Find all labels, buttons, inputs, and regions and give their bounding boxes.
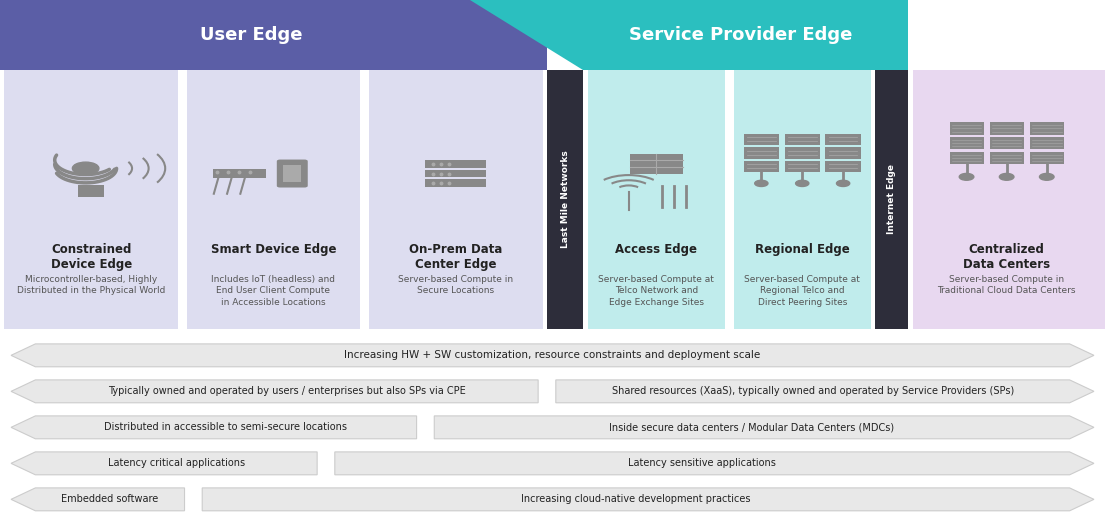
Polygon shape: [11, 380, 538, 403]
FancyBboxPatch shape: [276, 160, 307, 188]
Text: Includes IoT (headless) and
End User Client Compute
in Accessible Locations: Includes IoT (headless) and End User Cli…: [211, 275, 336, 307]
Polygon shape: [434, 416, 1094, 439]
Text: Last Mile Networks: Last Mile Networks: [560, 151, 570, 248]
Text: Server-based Compute in
Traditional Cloud Data Centers: Server-based Compute in Traditional Clou…: [937, 275, 1076, 295]
FancyBboxPatch shape: [949, 122, 983, 135]
FancyBboxPatch shape: [734, 70, 871, 329]
FancyBboxPatch shape: [1030, 137, 1064, 150]
FancyBboxPatch shape: [875, 70, 908, 329]
Text: Embedded software: Embedded software: [61, 494, 159, 505]
FancyBboxPatch shape: [588, 70, 725, 329]
Polygon shape: [335, 452, 1094, 475]
Text: Distributed in accessible to semi-secure locations: Distributed in accessible to semi-secure…: [105, 422, 347, 433]
Text: Latency critical applications: Latency critical applications: [107, 458, 245, 468]
Polygon shape: [556, 380, 1094, 403]
Text: Constrained
Device Edge: Constrained Device Edge: [51, 243, 131, 271]
FancyBboxPatch shape: [1030, 122, 1064, 135]
Circle shape: [755, 180, 768, 186]
FancyBboxPatch shape: [785, 161, 820, 172]
Polygon shape: [11, 416, 417, 439]
Text: Typically owned and operated by users / enterprises but also SPs via CPE: Typically owned and operated by users / …: [108, 386, 465, 396]
Text: Increasing cloud-native development practices: Increasing cloud-native development prac…: [522, 494, 750, 505]
Circle shape: [959, 174, 974, 180]
FancyBboxPatch shape: [283, 165, 301, 182]
FancyBboxPatch shape: [4, 70, 178, 329]
FancyBboxPatch shape: [825, 147, 861, 159]
FancyBboxPatch shape: [825, 134, 861, 145]
Text: Access Edge: Access Edge: [615, 243, 697, 256]
FancyBboxPatch shape: [0, 0, 547, 70]
FancyBboxPatch shape: [990, 122, 1023, 135]
FancyBboxPatch shape: [425, 179, 486, 187]
Polygon shape: [11, 344, 1094, 367]
FancyBboxPatch shape: [785, 147, 820, 159]
FancyBboxPatch shape: [425, 160, 486, 167]
FancyBboxPatch shape: [77, 185, 104, 197]
Text: Internet Edge: Internet Edge: [887, 164, 896, 235]
Circle shape: [836, 180, 850, 186]
FancyBboxPatch shape: [425, 169, 486, 177]
Text: Server-based Compute in
Secure Locations: Server-based Compute in Secure Locations: [398, 275, 514, 295]
Circle shape: [999, 174, 1014, 180]
Text: Increasing HW + SW customization, resource constraints and deployment scale: Increasing HW + SW customization, resour…: [345, 350, 760, 361]
FancyBboxPatch shape: [990, 137, 1023, 150]
FancyBboxPatch shape: [825, 161, 861, 172]
Text: Server-based Compute at
Telco Network and
Edge Exchange Sites: Server-based Compute at Telco Network an…: [599, 275, 714, 307]
Circle shape: [1040, 174, 1054, 180]
FancyBboxPatch shape: [547, 70, 583, 329]
FancyBboxPatch shape: [187, 70, 360, 329]
Text: Smart Device Edge: Smart Device Edge: [211, 243, 336, 256]
FancyBboxPatch shape: [630, 154, 683, 174]
FancyBboxPatch shape: [369, 70, 543, 329]
FancyBboxPatch shape: [583, 0, 908, 70]
Circle shape: [73, 162, 99, 175]
FancyBboxPatch shape: [785, 134, 820, 145]
Text: Shared resources (XaaS), typically owned and operated by Service Providers (SPs): Shared resources (XaaS), typically owned…: [611, 386, 1014, 396]
Circle shape: [796, 180, 809, 186]
FancyBboxPatch shape: [949, 137, 983, 150]
Text: Server-based Compute at
Regional Telco and
Direct Peering Sites: Server-based Compute at Regional Telco a…: [745, 275, 860, 307]
FancyBboxPatch shape: [913, 70, 1105, 329]
FancyBboxPatch shape: [949, 152, 983, 164]
Text: Centralized
Data Centers: Centralized Data Centers: [964, 243, 1050, 271]
FancyBboxPatch shape: [990, 152, 1023, 164]
FancyBboxPatch shape: [744, 161, 779, 172]
Text: Microcontroller-based, Highly
Distributed in the Physical World: Microcontroller-based, Highly Distribute…: [17, 275, 166, 295]
FancyBboxPatch shape: [1030, 152, 1064, 164]
Text: Service Provider Edge: Service Provider Edge: [629, 26, 852, 44]
Text: Regional Edge: Regional Edge: [755, 243, 850, 256]
Polygon shape: [11, 488, 185, 511]
FancyBboxPatch shape: [744, 134, 779, 145]
Text: Latency sensitive applications: Latency sensitive applications: [629, 458, 776, 468]
Polygon shape: [470, 0, 583, 70]
Text: User Edge: User Edge: [200, 26, 303, 44]
Text: On-Prem Data
Center Edge: On-Prem Data Center Edge: [409, 243, 503, 271]
FancyBboxPatch shape: [744, 147, 779, 159]
Text: Inside secure data centers / Modular Data Centers (MDCs): Inside secure data centers / Modular Dat…: [609, 422, 895, 433]
FancyBboxPatch shape: [212, 169, 266, 178]
Polygon shape: [11, 452, 317, 475]
Polygon shape: [202, 488, 1094, 511]
